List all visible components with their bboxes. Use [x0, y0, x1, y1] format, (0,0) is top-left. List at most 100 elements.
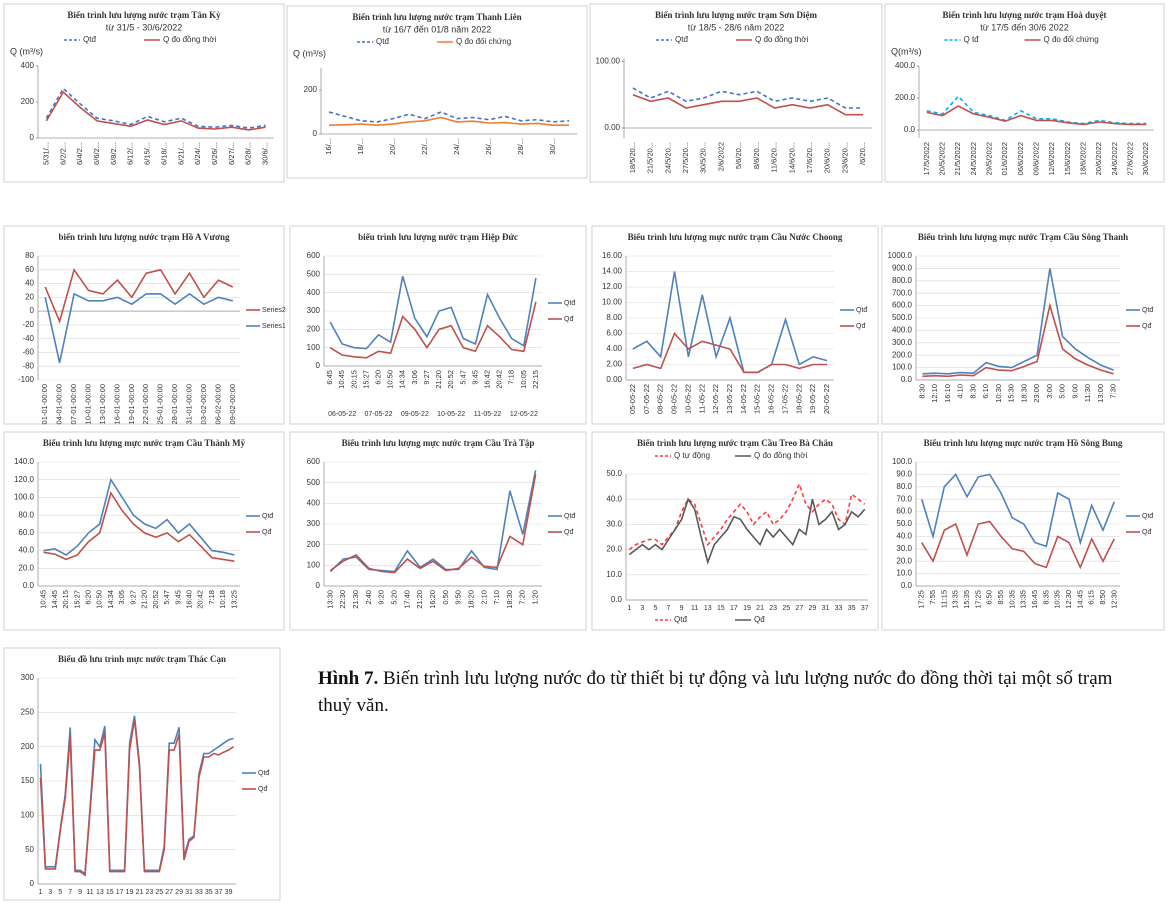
x-tick-label: 07-01-00:00: [69, 384, 78, 424]
x-tick-label: 29: [809, 605, 817, 612]
x-tick-label: 19-05-22: [808, 384, 817, 414]
x-tick-label: 10-05-22: [683, 384, 692, 414]
legend-label: Qtđ: [675, 35, 688, 44]
legend-label: Q tđ: [964, 35, 980, 44]
y-tick-label: 300: [21, 673, 35, 682]
x-tick-label: 6:45: [325, 370, 334, 385]
y-tick-label: 900.0: [892, 264, 913, 273]
y-tick-label: 8.00: [606, 313, 622, 322]
x-tick-label: 12:10: [930, 384, 939, 403]
x-tick-label: 17:40: [402, 590, 411, 609]
y-tick-label: 400.0: [895, 61, 916, 70]
y-tick-label: 0.00: [606, 375, 622, 384]
y-tick-label: 300: [307, 306, 321, 315]
series-line: [45, 90, 266, 131]
x-tick-label: /6/20...: [858, 142, 867, 165]
x-tick-label: 6:10: [981, 384, 990, 399]
chart-title: Biểu trình lưu lượng mực nước trạm Cầu T…: [43, 438, 246, 448]
y-tick-label: 1000.0: [888, 251, 913, 260]
x-tick-label: 11:30: [1083, 384, 1092, 402]
y-tick-label: 0.00: [604, 123, 620, 132]
x-tick-label: 6:20: [83, 590, 92, 605]
x-tick-label: 9:00: [1070, 384, 1079, 399]
y-tick-label: 200: [304, 85, 318, 94]
legend-label: Q đo đối chứng: [1044, 35, 1099, 44]
panel: [881, 225, 1165, 425]
x-tick-label: 15: [717, 605, 725, 612]
x-tick-label: 8:30: [917, 384, 926, 399]
y-tick-label: -80: [22, 361, 34, 370]
x-tick-label: 24/6/2022: [1110, 142, 1119, 175]
x-tick-label: 16/...: [324, 138, 333, 155]
y-tick-label: 30.0: [606, 520, 622, 529]
x-tick-label: 33: [835, 605, 843, 612]
x-tick-label: 17-05-22: [780, 384, 789, 414]
x-tick-label: 16:42: [482, 370, 491, 389]
chart-title: Biến trình lưu lượng nước trạm Sơn Diệm: [655, 10, 817, 20]
y-tick-label: 40: [25, 279, 34, 288]
x-tick-label: 6:50: [985, 590, 994, 605]
y-tick-label: 90.0: [896, 470, 912, 479]
x-tick-label: 18:20: [466, 590, 475, 609]
series-line: [39, 719, 234, 877]
x-tick-label: 30/6/2022: [1141, 142, 1150, 175]
y-tick-label: 140.0: [14, 457, 35, 466]
x-tick-label: 8:55: [996, 590, 1005, 605]
y-tick-label: -60: [22, 348, 34, 357]
y-axis-label: Q (m³/s): [293, 48, 326, 58]
legend-label: Qtđ: [1142, 307, 1153, 314]
y-axis-label: Q (m³/s): [10, 46, 43, 56]
x-tick-label: 28/...: [516, 138, 525, 155]
x-group-label: 10-05-22: [437, 411, 465, 418]
series-line: [920, 473, 1116, 548]
panel: [881, 431, 1165, 631]
x-tick-label: 5:20: [390, 590, 399, 605]
y-tick-label: -20: [22, 320, 34, 329]
series-line: [329, 474, 537, 574]
x-tick-label: 31: [822, 605, 830, 612]
x-tick-label: 6/26/...: [210, 142, 219, 165]
y-tick-label: 12.00: [602, 282, 623, 291]
y-tick-label: 40.0: [896, 532, 912, 541]
x-tick-label: 31: [185, 889, 193, 896]
y-tick-label: 30.0: [896, 544, 912, 553]
y-tick-label: 20.0: [606, 545, 622, 554]
chart-title: Biến trình lưu lượng nước trạm Hoà duyệt: [943, 10, 1107, 20]
x-tick-label: 6/4/2...: [75, 142, 84, 165]
legend-label: Qđ: [564, 529, 573, 536]
series-line: [328, 116, 569, 127]
x-tick-label: 27: [165, 889, 173, 896]
x-tick-label: 13:30: [325, 590, 334, 609]
x-tick-label: 23:00: [1032, 384, 1041, 403]
x-tick-label: 6/2/2...: [58, 142, 67, 165]
x-tick-label: 09-02-00:00: [228, 384, 237, 424]
x-tick-label: 21:20: [415, 590, 424, 609]
legend-label: Qtđ: [1142, 513, 1153, 520]
x-tick-label: 16-01-00:00: [112, 384, 121, 424]
x-tick-label: 8:50: [1098, 590, 1107, 605]
x-tick-label: 20:42: [495, 370, 504, 389]
y-tick-label: 100.00: [596, 56, 621, 65]
x-tick-label: 5/31/...: [41, 142, 50, 165]
legend-label: Qđ: [1142, 323, 1151, 330]
y-axis-label: Q(m³/s): [891, 46, 922, 56]
series-line: [926, 105, 1147, 126]
x-tick-label: 18/5/20...: [628, 142, 637, 173]
x-tick-label: 35: [205, 889, 213, 896]
legend-label: Qtđ: [856, 307, 867, 314]
x-tick-label: 39: [225, 889, 233, 896]
y-tick-label: 60.0: [18, 528, 34, 537]
x-tick-label: 06/6/2022: [1016, 142, 1025, 175]
x-tick-label: 13-01-00:00: [98, 384, 107, 424]
x-tick-label: 10:35: [1053, 590, 1062, 609]
panel: [589, 3, 883, 183]
y-tick-label: 100.0: [892, 363, 913, 372]
panel: [591, 225, 879, 425]
x-tick-label: 12:30: [1109, 590, 1118, 609]
x-tick-label: 6:20: [373, 370, 382, 385]
chart-title: Biến trình lưu lượng nước trạm Tân Kỳ: [67, 10, 221, 20]
x-tick-label: 4:10: [956, 384, 965, 399]
x-tick-label: 05-05-22: [628, 384, 637, 414]
